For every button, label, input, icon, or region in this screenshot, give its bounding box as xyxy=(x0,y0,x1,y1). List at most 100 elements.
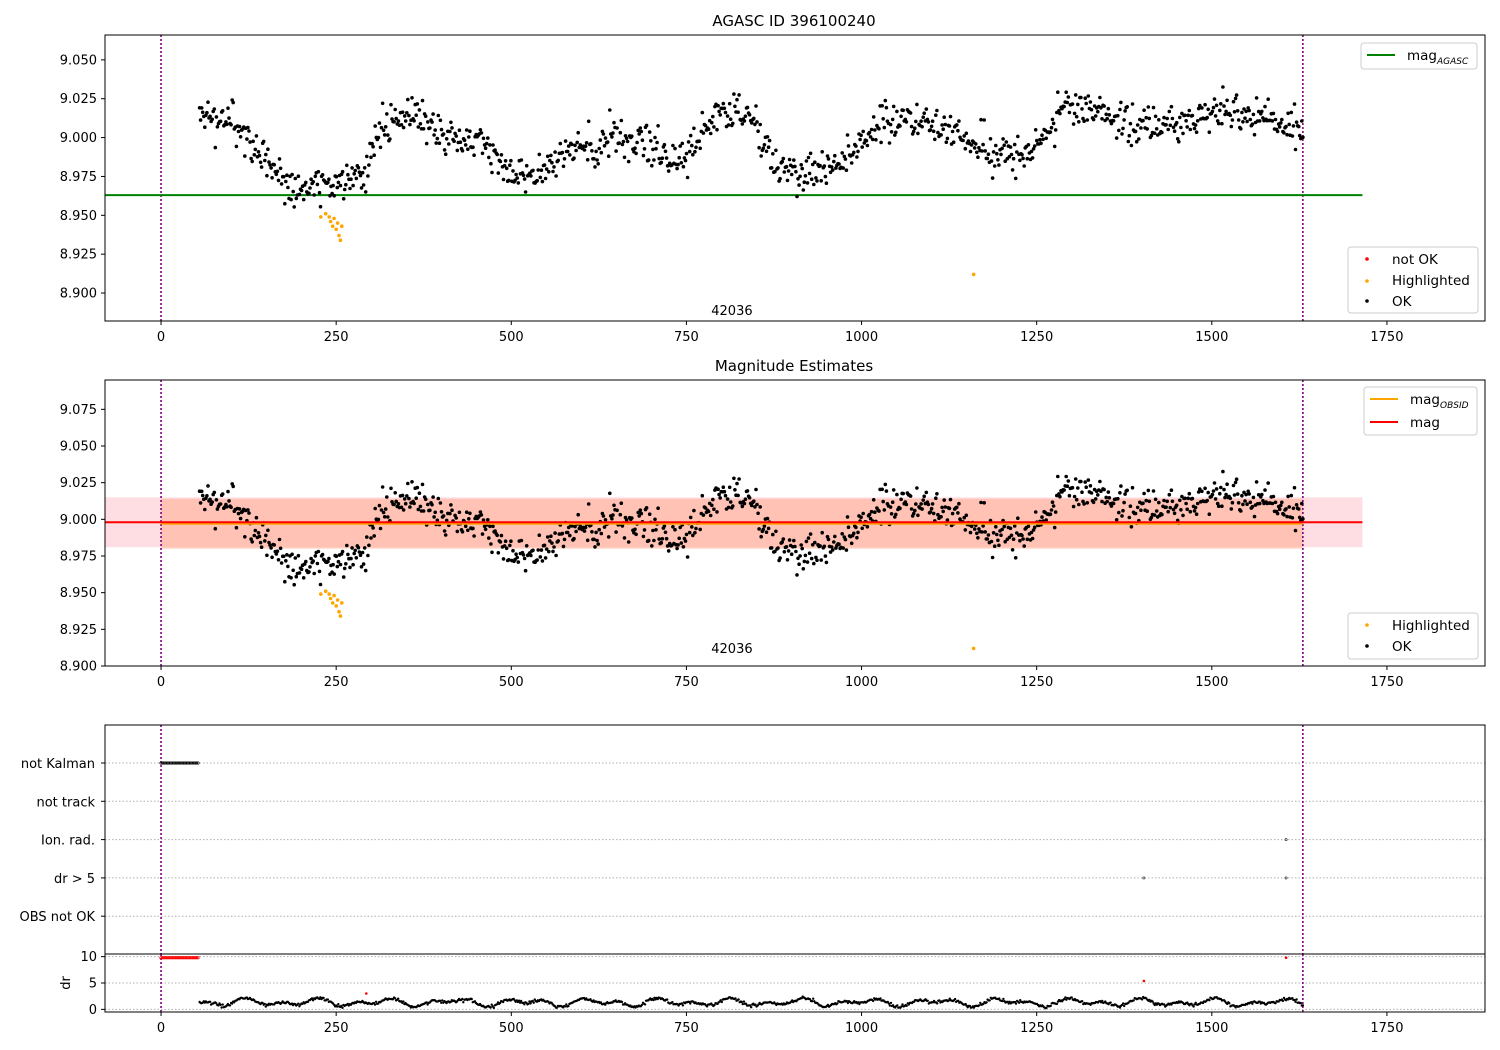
ok-point xyxy=(1065,484,1070,489)
ok-point xyxy=(975,531,979,536)
ok-point xyxy=(363,190,368,194)
ok-point xyxy=(771,152,775,156)
ok-point xyxy=(467,517,471,521)
ok-point xyxy=(805,560,810,564)
ok-point xyxy=(1192,509,1197,513)
ok-point xyxy=(915,102,919,107)
ok-point xyxy=(251,139,255,144)
y-tick-label: 9.025 xyxy=(60,476,97,491)
ok-point xyxy=(1194,512,1199,516)
ok-point xyxy=(1062,104,1066,109)
ok-point xyxy=(1252,132,1257,137)
highlighted-point xyxy=(335,221,340,225)
ok-point xyxy=(562,157,567,161)
ok-point xyxy=(1162,498,1166,503)
ok-point xyxy=(683,158,688,163)
ok-point xyxy=(1003,159,1007,163)
ok-point xyxy=(1142,491,1146,496)
dr-point xyxy=(978,1004,981,1007)
ok-point xyxy=(802,180,807,184)
x-tick-label: 500 xyxy=(499,330,524,345)
ok-point xyxy=(457,510,462,515)
ok-point xyxy=(722,489,727,494)
ok-point xyxy=(997,543,1001,548)
ok-point xyxy=(1223,495,1227,500)
ok-point xyxy=(403,501,408,506)
ok-point xyxy=(1211,489,1216,493)
ok-point xyxy=(1082,502,1086,506)
ok-point xyxy=(685,175,690,180)
ok-point xyxy=(1296,124,1301,129)
ok-point xyxy=(332,572,337,576)
ok-point xyxy=(881,117,885,121)
ok-point xyxy=(394,116,399,121)
ok-point xyxy=(706,127,711,131)
ok-point xyxy=(1224,109,1228,114)
ok-point xyxy=(346,552,350,557)
ok-point xyxy=(265,173,269,178)
ok-point xyxy=(258,540,263,545)
p1-legend-ok-label: OK xyxy=(1392,294,1413,310)
ok-point xyxy=(570,142,574,147)
ok-point xyxy=(755,502,759,507)
ok-point xyxy=(1041,137,1045,142)
ok-point xyxy=(1141,118,1145,123)
ok-point xyxy=(522,177,527,181)
ok-point xyxy=(234,144,239,149)
ok-point xyxy=(806,536,811,540)
ok-point xyxy=(247,511,251,515)
ok-point xyxy=(259,165,264,169)
ok-point xyxy=(1109,121,1114,126)
ok-point xyxy=(869,127,874,132)
dr-outlier-point xyxy=(193,956,197,960)
ok-point xyxy=(652,158,656,162)
ok-point xyxy=(736,110,740,114)
ok-point xyxy=(1096,109,1100,114)
ok-point xyxy=(1044,518,1048,522)
ok-point xyxy=(664,536,669,541)
ok-point xyxy=(660,537,665,541)
flag-category-label: Ion. rad. xyxy=(41,834,95,849)
ok-point xyxy=(1076,486,1080,490)
ok-point xyxy=(309,177,313,181)
ok-point xyxy=(593,165,597,169)
dr-outlier-point xyxy=(184,956,188,960)
ok-point xyxy=(402,114,407,118)
dr-point xyxy=(1014,1002,1018,1005)
flag-point xyxy=(165,761,169,765)
dr-outlier-point xyxy=(164,956,168,960)
ok-point xyxy=(1139,508,1143,513)
ok-point xyxy=(272,543,277,547)
ok-point xyxy=(830,168,835,172)
ok-point xyxy=(1074,497,1079,502)
dr-point xyxy=(1122,1002,1125,1005)
ok-point xyxy=(431,495,435,499)
dr-point xyxy=(527,1002,530,1005)
ok-point xyxy=(595,538,599,543)
ok-point xyxy=(649,139,653,143)
ok-point xyxy=(884,489,889,493)
p4-vertical-lines xyxy=(160,954,1304,1012)
ok-point xyxy=(514,552,518,556)
ok-point xyxy=(941,127,945,131)
ok-point xyxy=(1203,102,1207,107)
dr-point xyxy=(680,1002,684,1005)
ok-point xyxy=(199,489,204,494)
ok-point xyxy=(352,551,357,556)
ok-point xyxy=(1058,111,1062,116)
ok-point xyxy=(794,549,798,554)
ok-point xyxy=(277,157,282,161)
ok-point xyxy=(718,113,722,117)
ok-point xyxy=(270,176,274,180)
ok-point xyxy=(810,162,815,167)
ok-point xyxy=(586,119,591,124)
ok-point xyxy=(301,576,306,580)
ok-point xyxy=(653,517,657,522)
ok-point xyxy=(256,531,261,535)
ok-point xyxy=(263,158,267,163)
ok-point xyxy=(540,179,545,184)
ok-point xyxy=(498,540,503,544)
ok-point xyxy=(818,163,822,168)
ok-point xyxy=(550,160,554,165)
